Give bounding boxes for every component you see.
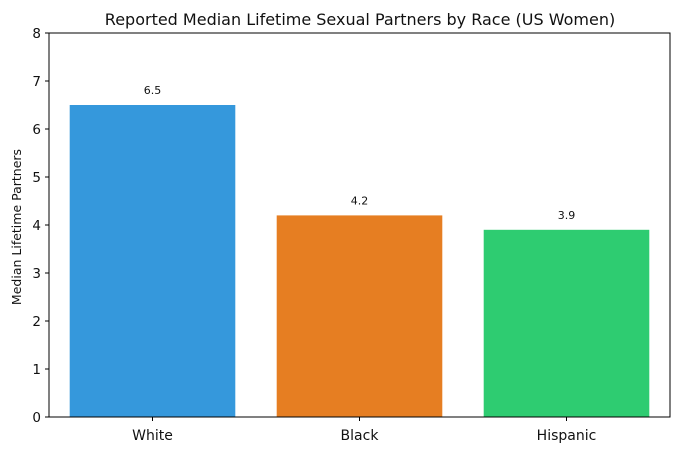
y-tick-label: 2: [32, 314, 41, 330]
bar-hispanic: [483, 229, 650, 417]
axes-frame: [48, 32, 671, 418]
y-tick-label: 0: [32, 410, 41, 426]
x-tick-label-white: White: [132, 428, 173, 444]
bar-black: [276, 215, 443, 417]
y-axis-label: Median Lifetime Partners: [9, 149, 24, 305]
x-tick-label-hispanic: Hispanic: [537, 428, 597, 444]
y-tick-label: 8: [32, 26, 41, 42]
y-tick-label: 5: [32, 170, 41, 186]
plot-area: 6.5 White 4.2 Black 3.9 Hispanic 0 1 2 3 4 5 6 7 8: [32, 26, 671, 444]
chart-title: Reported Median Lifetime Sexual Partners…: [105, 10, 615, 29]
y-tick-label: 1: [32, 362, 41, 378]
y-tick-label: 6: [32, 122, 41, 138]
data-label-white: 6.5: [144, 84, 162, 97]
y-tick-label: 4: [32, 218, 41, 234]
data-label-black: 4.2: [351, 194, 369, 207]
data-label-hispanic: 3.9: [558, 209, 576, 222]
y-tick-label: 3: [32, 266, 41, 282]
x-tick-label-black: Black: [341, 428, 380, 444]
y-tick-label: 7: [32, 74, 41, 90]
bar-white: [69, 105, 236, 417]
